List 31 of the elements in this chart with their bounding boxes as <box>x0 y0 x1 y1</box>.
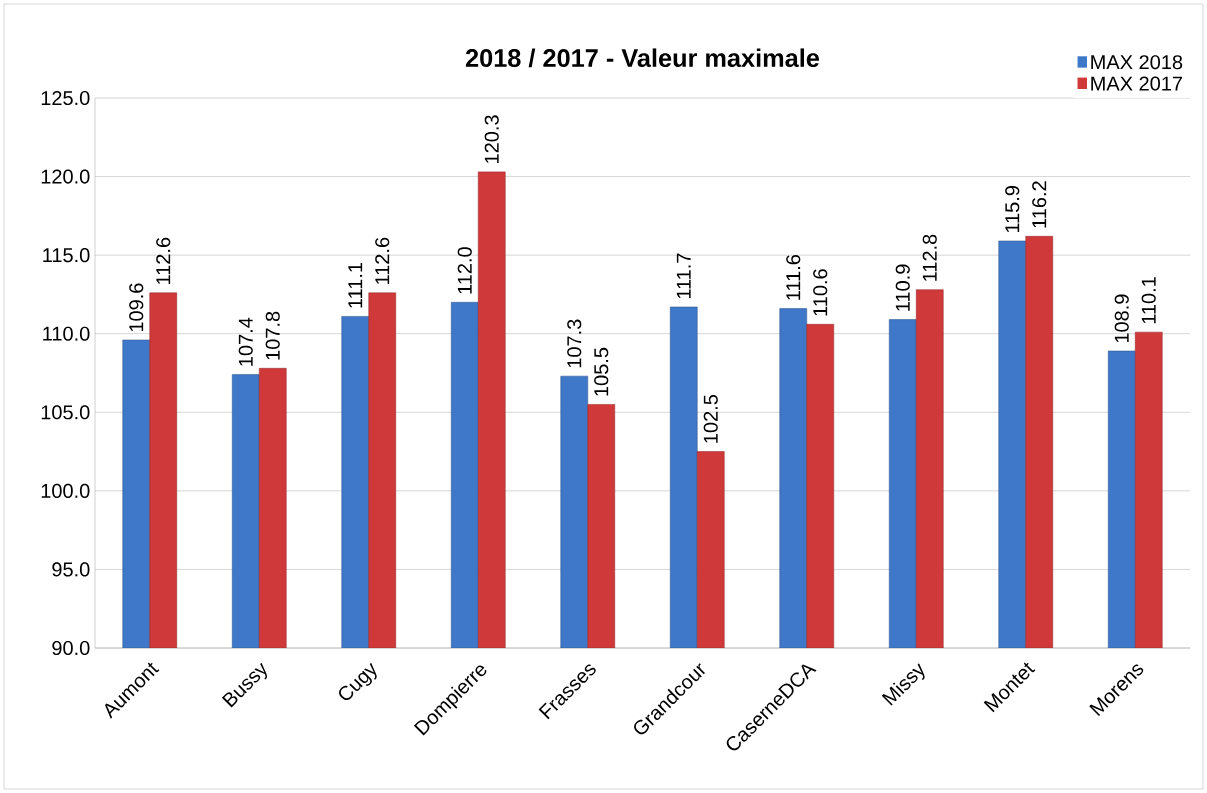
data-label: 111.1 <box>348 262 363 308</box>
data-label: 109.6 <box>129 283 144 332</box>
data-label: 120.3 <box>484 115 499 163</box>
y-tick-label: 115.0 <box>43 248 90 263</box>
data-label: 107.3 <box>567 319 582 368</box>
y-tick-label: 120.0 <box>41 169 90 184</box>
y-tick-label: 110.0 <box>43 326 90 341</box>
legend-label: MAX 2017 <box>1091 76 1183 91</box>
data-label: 110.6 <box>813 269 828 316</box>
y-tick-label: 100.0 <box>41 483 90 498</box>
y-tick-label: 95.0 <box>52 562 90 577</box>
data-label: 115.9 <box>1005 186 1020 233</box>
data-label: 111.6 <box>786 254 801 300</box>
data-label: 107.8 <box>265 311 280 360</box>
data-label: 112.8 <box>922 234 937 281</box>
y-tick-label: 90.0 <box>52 640 90 656</box>
chart-title: 2018 / 2017 - Valeur maximale <box>465 48 820 68</box>
data-label: 112.0 <box>457 247 472 294</box>
data-label: 108.9 <box>1114 294 1129 343</box>
y-tick-label: 125.0 <box>41 90 90 106</box>
data-label: 110.9 <box>895 264 910 311</box>
data-label: 107.4 <box>238 317 253 366</box>
data-label: 105.5 <box>594 347 609 396</box>
data-label: 110.1 <box>1141 277 1156 324</box>
data-label: 112.6 <box>375 237 390 284</box>
legend-label: MAX 2018 <box>1091 55 1183 70</box>
data-label: 102.5 <box>703 394 718 443</box>
data-label: 116.2 <box>1032 181 1047 228</box>
y-tick-label: 105.0 <box>41 405 90 420</box>
data-label: 112.6 <box>156 237 171 284</box>
data-label: 111.7 <box>676 253 691 299</box>
